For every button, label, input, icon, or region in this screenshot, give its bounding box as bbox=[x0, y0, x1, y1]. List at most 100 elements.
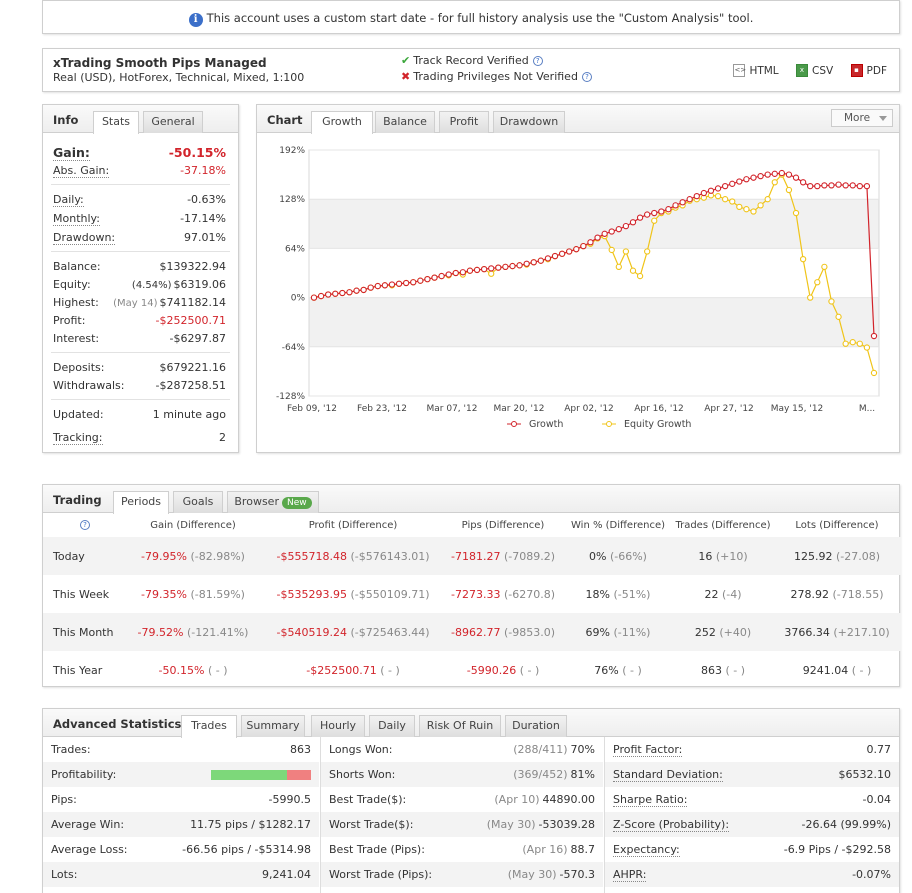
data-point bbox=[622, 248, 630, 255]
tab-summary[interactable]: Summary bbox=[241, 715, 305, 737]
tab-profit[interactable]: Profit bbox=[439, 111, 489, 133]
data-point bbox=[651, 217, 658, 224]
data-point bbox=[814, 279, 821, 286]
checkmark-icon: ✔ bbox=[401, 54, 411, 67]
period-name: Today bbox=[43, 537, 123, 575]
data-point bbox=[388, 281, 396, 288]
tab-stats[interactable]: Stats bbox=[93, 111, 139, 134]
advanced-title: Advanced Statistics bbox=[53, 717, 182, 731]
data-point bbox=[764, 171, 771, 178]
data-point bbox=[870, 369, 878, 377]
abs-gain-row: Abs. Gain: -37.18% bbox=[53, 164, 226, 178]
updated-row: Updated: 1 minute ago bbox=[53, 408, 226, 421]
tracking-link[interactable]: Tracking: bbox=[53, 431, 103, 445]
drawdown-value: 97.01% bbox=[184, 231, 226, 244]
balance-value: $139322.94 bbox=[159, 260, 226, 273]
stat-row: Average Loss: -66.56 pips / -$5314.98 bbox=[51, 843, 311, 856]
monthly-value: -17.14% bbox=[180, 212, 226, 225]
stat-row: Best Trade($): (Apr 10) 44890.00 bbox=[329, 793, 595, 806]
data-point bbox=[835, 181, 842, 188]
data-point bbox=[799, 256, 807, 263]
plot-border bbox=[308, 149, 880, 397]
period-name: This Month bbox=[43, 613, 123, 651]
data-point bbox=[403, 279, 410, 287]
tab-general[interactable]: General bbox=[143, 111, 203, 133]
data-point bbox=[700, 189, 708, 197]
data-point bbox=[721, 196, 729, 203]
profit-row: Profit: -$252500.71 bbox=[53, 314, 226, 327]
data-point bbox=[721, 182, 729, 190]
tab-goals[interactable]: Goals bbox=[173, 491, 223, 513]
data-point bbox=[488, 270, 495, 277]
help-icon[interactable]: ? bbox=[80, 519, 90, 530]
tab-duration[interactable]: Duration bbox=[505, 715, 567, 737]
legend-label: Equity Growth bbox=[624, 419, 691, 430]
data-point bbox=[863, 182, 871, 190]
tab-balance[interactable]: Balance bbox=[375, 111, 435, 133]
data-point bbox=[367, 284, 374, 291]
y-tick-label: -64% bbox=[282, 343, 306, 353]
verification-status: ✔ Track Record Verified? ✖ Trading Privile… bbox=[401, 53, 592, 85]
data-point bbox=[601, 230, 608, 237]
data-point bbox=[821, 263, 828, 270]
col-win: Win % (Difference) bbox=[571, 519, 665, 531]
tab-risk-of-ruin[interactable]: Risk Of Ruin bbox=[419, 715, 501, 737]
stat-row: Worst Trade (Pips): (May 30) -570.3 bbox=[321, 862, 603, 887]
help-icon[interactable]: ? bbox=[581, 72, 592, 82]
data-point bbox=[743, 206, 750, 213]
data-point bbox=[636, 214, 644, 221]
new-badge: New bbox=[281, 497, 312, 509]
export-pdf-button[interactable]: ▪ PDF bbox=[850, 64, 887, 77]
periods-table: ? Gain (Difference) Profit (Difference) … bbox=[43, 513, 901, 689]
stat-row: Longs Won: (288/411) 70% bbox=[329, 743, 595, 756]
data-point bbox=[863, 344, 871, 351]
y-tick-label: 192% bbox=[279, 146, 305, 156]
data-point bbox=[672, 202, 679, 209]
col-gain: Gain (Difference) bbox=[150, 519, 236, 531]
data-point bbox=[509, 262, 516, 270]
data-point bbox=[615, 226, 622, 233]
data-point bbox=[537, 257, 544, 264]
monthly-row: Monthly: -17.14% bbox=[53, 212, 226, 226]
export-html-button[interactable]: <> HTML bbox=[733, 64, 779, 77]
y-tick-label: -128% bbox=[276, 392, 305, 402]
data-point bbox=[636, 272, 644, 280]
profitability-bar bbox=[211, 770, 311, 780]
data-point bbox=[743, 176, 750, 183]
notice-text: This account uses a custom start date - … bbox=[206, 11, 754, 25]
tab-trades[interactable]: Trades bbox=[181, 715, 237, 738]
tracking-value: 2 bbox=[219, 431, 226, 444]
highest-row: Highest: (May 14) $741182.14 bbox=[53, 296, 226, 309]
x-tick-label: Apr 16, '12 bbox=[634, 404, 684, 414]
highest-date: (May 14) bbox=[113, 298, 158, 309]
data-point bbox=[339, 289, 346, 297]
info-icon: i bbox=[188, 13, 203, 27]
x-tick-label: M... bbox=[859, 404, 875, 414]
stat-row: Standard Deviation: $6532.10 bbox=[605, 762, 899, 787]
trading-title: Trading bbox=[53, 493, 102, 507]
data-point bbox=[750, 208, 757, 215]
data-point bbox=[417, 277, 424, 284]
data-point bbox=[814, 182, 821, 190]
data-point bbox=[608, 246, 615, 254]
data-point bbox=[573, 246, 580, 253]
stat-row: Z-Score (Probability): -26.64 (99.99%) bbox=[605, 812, 899, 837]
period-name: This Week bbox=[53, 587, 110, 601]
data-point bbox=[658, 208, 665, 215]
tab-daily[interactable]: Daily bbox=[369, 715, 415, 737]
custom-start-notice: i This account uses a custom start date -… bbox=[42, 0, 900, 34]
more-dropdown[interactable]: More bbox=[831, 109, 893, 127]
tab-hourly[interactable]: Hourly bbox=[311, 715, 365, 737]
account-header: xTrading Smooth Pips Managed Real (USD),… bbox=[42, 48, 900, 92]
export-links: <> HTML x CSV ▪ PDF bbox=[719, 63, 887, 77]
tab-browser[interactable]: Browser New bbox=[227, 491, 319, 513]
help-icon[interactable]: ? bbox=[532, 56, 543, 66]
data-point bbox=[807, 294, 814, 301]
tab-drawdown[interactable]: Drawdown bbox=[493, 111, 565, 133]
data-point bbox=[473, 266, 481, 274]
stat-row: Profitability: bbox=[43, 762, 319, 787]
y-tick-label: 128% bbox=[279, 195, 305, 205]
export-csv-button[interactable]: x CSV bbox=[796, 64, 833, 77]
tab-periods[interactable]: Periods bbox=[113, 491, 169, 514]
tab-growth[interactable]: Growth bbox=[311, 111, 373, 134]
